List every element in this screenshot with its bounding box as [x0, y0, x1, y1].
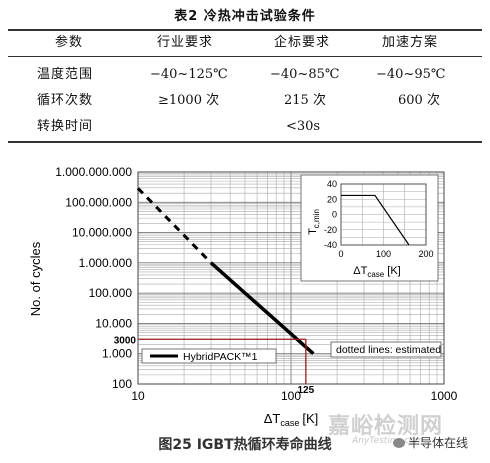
table-cell: 215 次 — [284, 93, 326, 108]
main-y-tick-labels: 100 1.000 10.000 100.000 1.000.000 10.000.000… — [55, 165, 132, 391]
reference-x-label: 125 — [297, 385, 314, 396]
estimated-note: dotted lines: estimated — [330, 341, 442, 358]
inset-y-tick-label: -40 — [324, 240, 337, 250]
source-tag-label: 半导体在线 — [408, 436, 469, 450]
y-tick-label: 10.000.000 — [72, 226, 132, 240]
wechat-icon — [393, 438, 405, 448]
table-cell: −40~125℃ — [150, 67, 228, 82]
table-cell: −40~95℃ — [376, 67, 446, 82]
chart-legend: HybridPACK™1 — [141, 348, 277, 364]
inset-y-axis-label: Tc,min — [307, 209, 321, 235]
main-x-axis-label-sub: case — [280, 418, 299, 428]
legend-label: HybridPACK™1 — [183, 351, 258, 363]
table-cell: 600 次 — [398, 93, 440, 108]
plot-frame — [137, 171, 445, 385]
legend-box — [141, 348, 277, 364]
inset-y-tick-label: 20 — [327, 194, 337, 204]
estimated-note-text: dotted lines: estimated — [336, 344, 441, 356]
table-header-industry: 行业要求 — [157, 35, 214, 50]
inset-y-tick-labels: 40 20 0 -20 -40 — [324, 179, 337, 250]
inset-x-axis-label-main: ΔT — [353, 265, 367, 277]
main-series — [136, 187, 315, 356]
inset-plot-frame — [340, 183, 427, 246]
estimated-note-box — [330, 341, 442, 358]
inset-y-tick-label: 0 — [332, 210, 337, 220]
y-tick-label: 100 — [112, 377, 132, 391]
inset-y-tick-label: -20 — [324, 225, 337, 235]
y-tick-label: 100.000.000 — [65, 195, 132, 209]
y-tick-label: 1.000.000 — [79, 256, 133, 270]
inset-x-tick-label: 100 — [376, 249, 391, 259]
main-x-tick-labels: 10 100 1000 — [131, 389, 457, 403]
table-top-rule — [8, 29, 482, 31]
inset-x-axis-label-unit: [K] — [387, 265, 400, 277]
main-chart-frame — [137, 171, 445, 385]
table-bottom-rule — [8, 141, 482, 143]
y-tick-label: 1.000 — [102, 347, 132, 361]
table-header-param: 参数 — [55, 35, 84, 50]
main-x-axis-label-unit: [K] — [302, 411, 318, 426]
table-cell: −40~85℃ — [270, 67, 340, 82]
inset-y-axis-label-sub: c,min — [312, 209, 321, 228]
table-title: 表2 冷热冲击试验条件 — [174, 9, 316, 24]
inset-background — [300, 174, 439, 282]
inset-y-axis-label-main: T — [307, 228, 319, 235]
table-cell: 转换时间 — [37, 119, 94, 134]
x-tick-label: 100 — [281, 389, 301, 403]
inset-grid — [340, 183, 427, 246]
inset-x-tick-label: 0 — [338, 249, 343, 259]
main-x-axis-label: ΔTcase [K] — [264, 411, 319, 428]
y-tick-label: 10.000 — [95, 316, 132, 330]
table-header-rule — [8, 56, 482, 57]
inset-series — [341, 194, 410, 246]
x-tick-label: 1000 — [431, 389, 458, 403]
main-y-axis-label: No. of cycles — [28, 241, 43, 316]
table-header-enterprise: 企标要求 — [274, 35, 331, 50]
y-tick-label: 100.000 — [89, 286, 133, 300]
table-cell: 温度范围 — [37, 67, 94, 82]
table-cell: <30s — [286, 119, 321, 134]
watermark: 嘉峪检测网 — [328, 414, 444, 439]
reference-y-label: 3000 — [114, 335, 137, 346]
main-reference-lines: 3000 125 — [114, 335, 315, 396]
series-line — [209, 261, 315, 356]
table-cell: 循环次数 — [37, 93, 94, 108]
inset-x-axis-label: ΔTcase [K] — [353, 265, 400, 279]
inset-x-axis-label-sub: case — [367, 270, 384, 279]
figure-caption: 图25 IGBT热循环寿命曲线 — [158, 437, 332, 453]
inset-x-tick-label: 200 — [418, 249, 433, 259]
table-cell: ≥1000 次 — [158, 93, 220, 108]
source-tag: 半导体在线 — [393, 434, 468, 451]
y-tick-label: 1.000.000.000 — [55, 165, 132, 179]
x-tick-label: 10 — [131, 389, 145, 403]
estimated-series-line — [136, 187, 213, 264]
watermark-sub: AnyTesting.com — [352, 436, 424, 446]
inset-series-line — [341, 194, 410, 246]
table-header-accelerated: 加速方案 — [382, 35, 439, 50]
main-x-axis-label-main: ΔT — [264, 411, 281, 426]
inset-x-tick-labels: 0 100 200 — [338, 249, 433, 259]
inset-y-tick-label: 40 — [327, 179, 337, 189]
